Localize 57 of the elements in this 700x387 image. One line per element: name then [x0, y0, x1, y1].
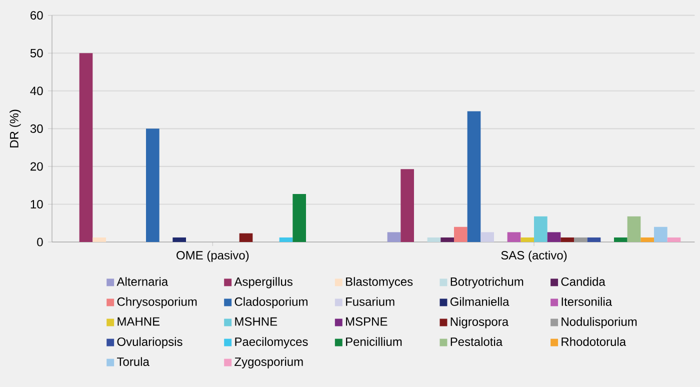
- bar: [640, 237, 654, 242]
- y-tick-label: 20: [30, 162, 43, 171]
- bar: [627, 216, 641, 242]
- bar: [172, 237, 186, 242]
- bar: [440, 237, 454, 242]
- bar: [79, 53, 93, 242]
- legend-label: Gilmaniella: [450, 297, 510, 306]
- bar: [400, 169, 414, 242]
- legend-label: Cladosporium: [234, 297, 308, 308]
- legend-label: Alternaria: [116, 277, 168, 286]
- y-tick-label: 60: [30, 11, 43, 20]
- bar: [507, 232, 521, 242]
- legend-label: Chrysosporium: [117, 297, 197, 308]
- x-tick-label: SAS (activo): [501, 250, 567, 262]
- bar: [92, 237, 106, 242]
- legend-label: Blastomyces: [346, 277, 413, 288]
- y-axis-title: DR (%): [10, 110, 21, 148]
- y-tick-label: 50: [30, 48, 43, 58]
- bar: [587, 237, 601, 242]
- y-tick-label: 40: [30, 86, 43, 96]
- bar: [387, 232, 401, 242]
- x-tick-label: OME (pasivo): [176, 250, 249, 262]
- bar: [614, 237, 628, 242]
- legend-label: Paecilomyces: [235, 337, 308, 348]
- legend-label: MAHNE: [118, 317, 160, 326]
- bar: [454, 226, 468, 242]
- legend-label: Rhodotorula: [562, 337, 626, 346]
- bar: [480, 232, 494, 242]
- bar: [427, 237, 441, 242]
- bar: [667, 237, 681, 242]
- legend-label: Zygosporium: [234, 357, 303, 368]
- bar: [239, 233, 253, 242]
- legend-label: Fusarium: [346, 297, 394, 306]
- bar: [547, 232, 561, 242]
- legend-label: MSHNE: [235, 317, 278, 326]
- legend-label: Torula: [117, 357, 150, 366]
- legend-label: Nodulisporium: [562, 317, 637, 328]
- legend-label: MSPNE: [346, 317, 388, 326]
- legend-label: Itersonilia: [562, 297, 612, 306]
- legend-label: Botryotrichum: [450, 277, 524, 288]
- y-tick-label: 10: [30, 200, 43, 208]
- bar: [292, 194, 306, 242]
- legend-label: Nigrospora: [450, 317, 509, 328]
- bar: [534, 216, 548, 242]
- bar: [654, 226, 668, 242]
- legend-label: Pestalotia: [450, 337, 503, 346]
- bar: [467, 111, 481, 242]
- legend-label: Aspergillus: [234, 277, 292, 288]
- bar: [560, 237, 574, 242]
- legend-label: Ovulariopsis: [117, 337, 182, 348]
- legend-label: Penicillium: [346, 337, 402, 346]
- bar: [520, 237, 534, 242]
- y-tick-label: 30: [30, 124, 43, 133]
- bar: [146, 128, 160, 242]
- legend-label: Candida: [561, 277, 606, 286]
- bar: [279, 237, 293, 242]
- y-tick-label: 0: [37, 238, 43, 246]
